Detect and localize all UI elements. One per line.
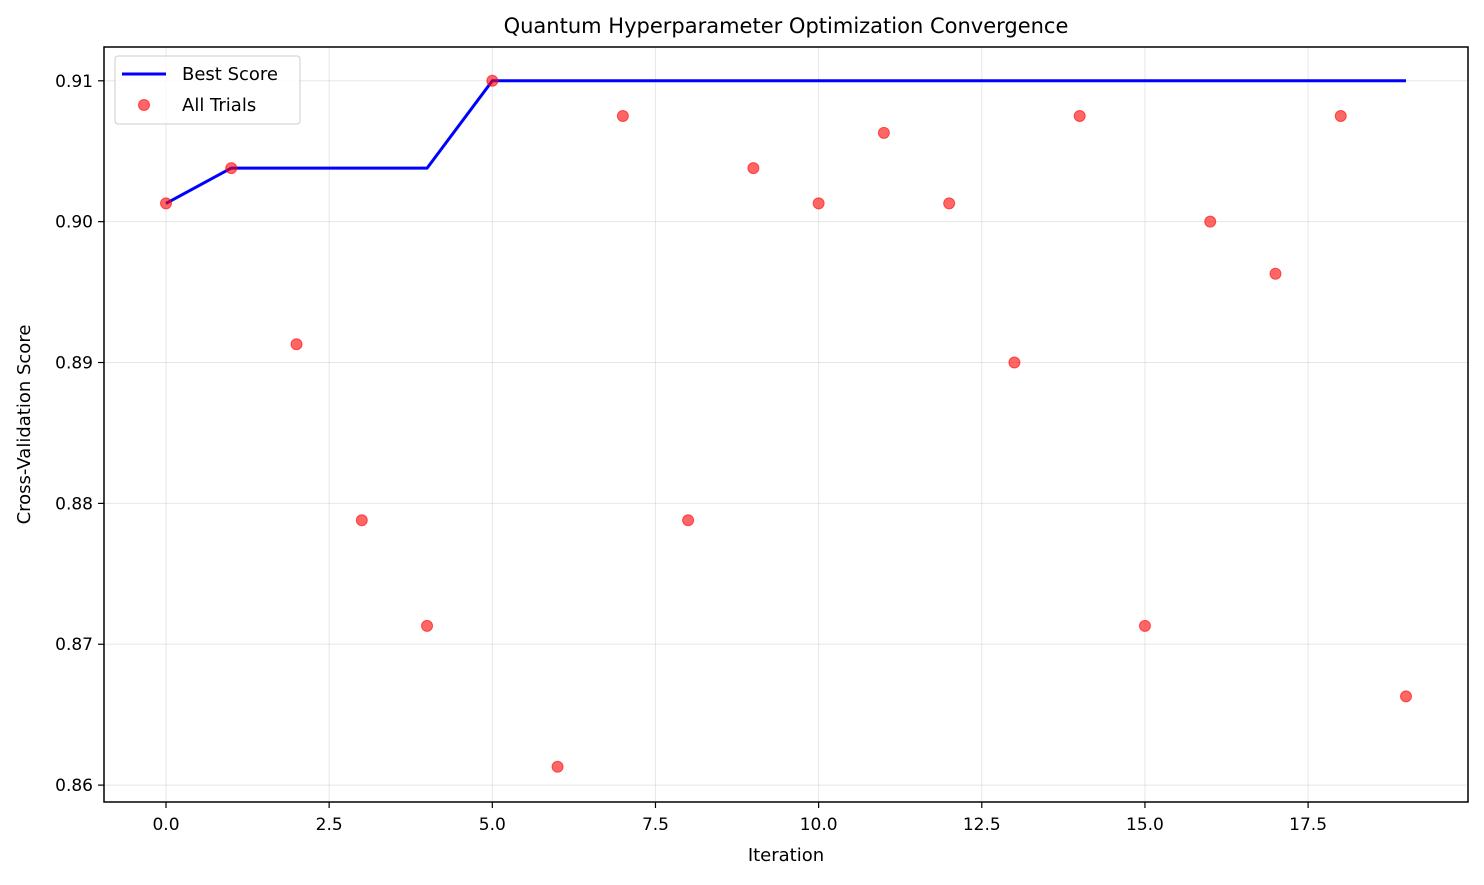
scatter-point-all-trials: [1138, 619, 1151, 632]
scatter-point-all-trials: [1400, 690, 1412, 703]
y-axis-label: Cross-Validation Score: [14, 325, 35, 525]
scatter-point-all-trials: [682, 514, 695, 527]
legend-swatch-all-trials: [138, 99, 150, 111]
y-tick-label: 0.87: [55, 635, 93, 655]
scatter-point-all-trials: [1073, 110, 1086, 123]
scatter-point-all-trials: [486, 74, 499, 87]
x-tick-label: 17.5: [1289, 815, 1327, 835]
x-tick-label: 10.0: [800, 815, 838, 835]
scatter-point-all-trials: [616, 110, 629, 123]
plot-frame: [103, 46, 1469, 803]
chart-title: Quantum Hyperparameter Optimization Conv…: [504, 14, 1069, 38]
scatter-point-all-trials: [747, 162, 760, 175]
legend-label-all-trials: All Trials: [182, 95, 256, 116]
legend: Best Score All Trials: [114, 55, 301, 125]
plot-series: [160, 74, 1412, 773]
scatter-point-all-trials: [290, 338, 303, 351]
scatter-point-all-trials: [225, 162, 238, 175]
scatter-point-all-trials: [1334, 110, 1347, 123]
scatter-point-all-trials: [1204, 215, 1217, 228]
x-tick-label: 5.0: [479, 815, 506, 835]
scatter-point-all-trials: [1269, 267, 1282, 280]
series-line-best-score: [165, 79, 1406, 205]
y-tick-label: 0.86: [55, 776, 93, 796]
scatter-point-all-trials: [355, 514, 368, 527]
scatter-point-all-trials: [812, 197, 825, 210]
x-tick-label: 0.0: [152, 815, 179, 835]
x-axis-label: Iteration: [748, 845, 824, 866]
scatter-point-all-trials: [877, 126, 890, 139]
y-tick-label: 0.91: [55, 72, 93, 92]
x-tick-label: 12.5: [963, 815, 1001, 835]
scatter-point-all-trials: [160, 197, 172, 210]
y-tick-label: 0.90: [55, 213, 93, 233]
scatter-point-all-trials: [1008, 356, 1021, 369]
legend-label-best-score: Best Score: [182, 64, 278, 85]
y-tick-label: 0.88: [55, 494, 93, 514]
scatter-point-all-trials: [551, 760, 564, 773]
axis-ticks: 0.0 2.5 5.0 7.5 10.0 12.5 15.0 17.5 0.86 0.87 0.88…: [55, 72, 1327, 835]
scatter-point-all-trials: [943, 197, 956, 210]
y-tick-label: 0.89: [55, 354, 93, 374]
x-tick-label: 7.5: [642, 815, 669, 835]
scatter-point-all-trials: [421, 619, 434, 632]
x-tick-label: 2.5: [316, 815, 343, 835]
x-tick-label: 15.0: [1126, 815, 1164, 835]
